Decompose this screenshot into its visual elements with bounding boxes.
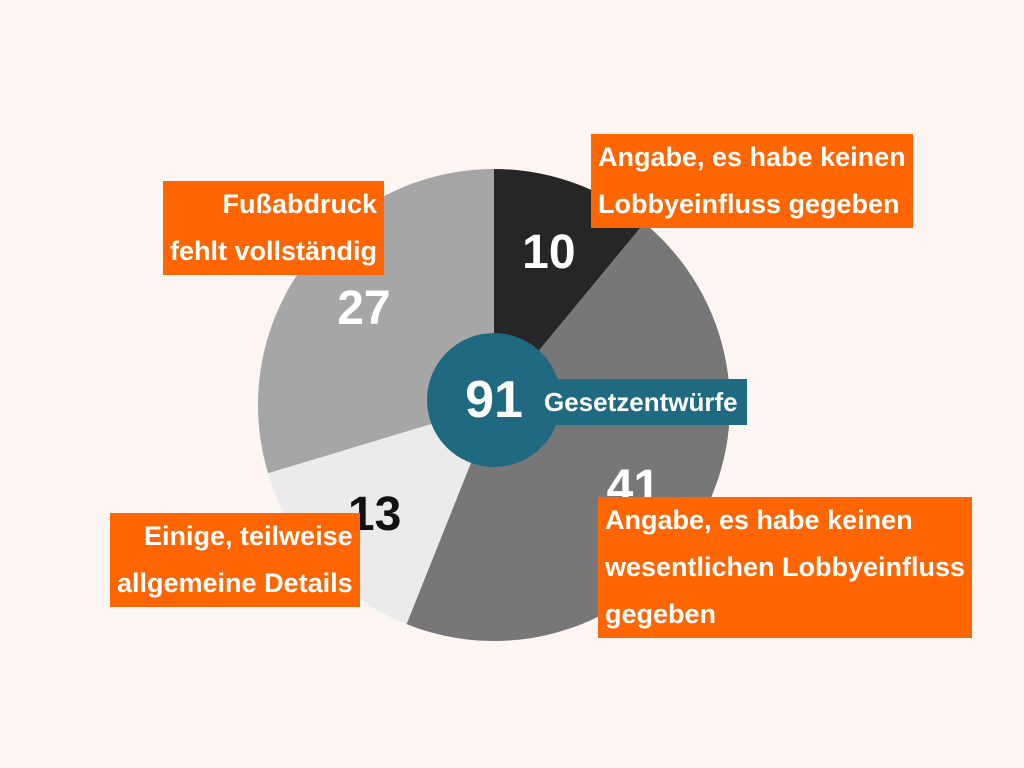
- callout-line: Angabe, es habe keinen: [598, 142, 906, 172]
- callout-line: Einige, teilweise: [144, 521, 353, 551]
- callout-line: Lobbyeinfluss gegeben: [598, 189, 900, 219]
- callout-line: allgemeine Details: [117, 568, 353, 598]
- callout-line: Angabe, es habe keinen: [605, 505, 913, 535]
- callout-slice-27: Fußabdruck fehlt vollständig: [163, 181, 385, 275]
- callout-line: Fußabdruck: [222, 189, 378, 219]
- callout-line: fehlt vollständig: [170, 236, 378, 266]
- center-total-circle: [427, 333, 561, 467]
- callout-slice-41: Angabe, es habe keinen wesentlichen Lobb…: [598, 497, 973, 638]
- slice-value-label-10: 10: [522, 226, 575, 279]
- slice-value-label-27: 27: [337, 282, 390, 335]
- center-total-caption: Gesetzentwürfe: [534, 379, 747, 425]
- callout-slice-13: Einige, teilweise allgemeine Details: [110, 513, 360, 607]
- center-total-value: 91: [465, 371, 523, 429]
- callout-slice-10: Angabe, es habe keinen Lobbyeinfluss geg…: [591, 134, 913, 228]
- callout-line: wesentlichen Lobbyeinfluss: [605, 552, 966, 582]
- callout-line: gegeben: [605, 599, 717, 629]
- pie-slice-13: [268, 405, 494, 625]
